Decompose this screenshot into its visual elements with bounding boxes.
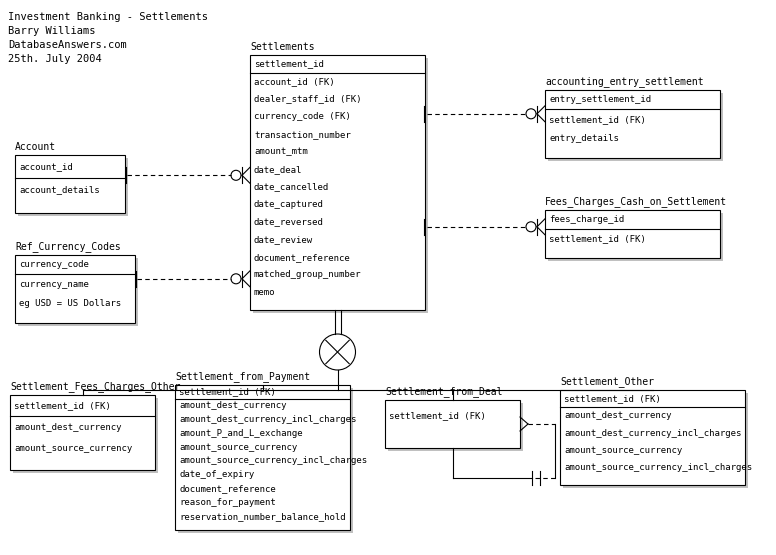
FancyBboxPatch shape bbox=[385, 400, 520, 448]
FancyBboxPatch shape bbox=[253, 58, 428, 313]
FancyBboxPatch shape bbox=[560, 390, 745, 485]
Text: settlement_id (FK): settlement_id (FK) bbox=[564, 394, 660, 403]
Text: Investment Banking - Settlements: Investment Banking - Settlements bbox=[8, 12, 208, 22]
Text: Settlement_Fees_Charges_Other: Settlement_Fees_Charges_Other bbox=[10, 381, 180, 392]
Text: date_of_expiry: date_of_expiry bbox=[179, 470, 255, 480]
Text: currency_code (FK): currency_code (FK) bbox=[254, 112, 351, 121]
Text: eg USD = US Dollars: eg USD = US Dollars bbox=[19, 299, 121, 308]
Text: entry_settlement_id: entry_settlement_id bbox=[549, 95, 651, 104]
Text: Ref_Currency_Codes: Ref_Currency_Codes bbox=[15, 241, 121, 252]
Text: date_deal: date_deal bbox=[254, 165, 303, 174]
Text: amount_source_currency: amount_source_currency bbox=[14, 444, 132, 453]
Text: reason_for_payment: reason_for_payment bbox=[179, 498, 275, 507]
FancyBboxPatch shape bbox=[175, 385, 350, 530]
FancyBboxPatch shape bbox=[548, 213, 723, 261]
Text: Fees_Charges_Cash_on_Settlement: Fees_Charges_Cash_on_Settlement bbox=[545, 196, 727, 207]
Text: fees_charge_id: fees_charge_id bbox=[549, 215, 624, 224]
Text: settlement_id (FK): settlement_id (FK) bbox=[549, 234, 646, 243]
FancyBboxPatch shape bbox=[388, 403, 523, 451]
FancyBboxPatch shape bbox=[250, 55, 425, 310]
Text: reservation_number_balance_hold: reservation_number_balance_hold bbox=[179, 512, 345, 521]
FancyBboxPatch shape bbox=[10, 395, 155, 470]
Text: accounting_entry_settlement: accounting_entry_settlement bbox=[545, 76, 704, 87]
Text: dealer_staff_id (FK): dealer_staff_id (FK) bbox=[254, 94, 362, 103]
Text: amount_dest_currency_incl_charges: amount_dest_currency_incl_charges bbox=[179, 415, 356, 424]
Text: amount_source_currency: amount_source_currency bbox=[179, 443, 297, 452]
FancyBboxPatch shape bbox=[18, 158, 128, 216]
Text: Settlement_from_Payment: Settlement_from_Payment bbox=[175, 371, 310, 382]
Text: settlement_id (FK): settlement_id (FK) bbox=[389, 411, 486, 421]
Text: date_review: date_review bbox=[254, 235, 314, 244]
FancyBboxPatch shape bbox=[13, 398, 158, 473]
FancyBboxPatch shape bbox=[15, 155, 125, 213]
Text: account_details: account_details bbox=[19, 185, 99, 194]
FancyBboxPatch shape bbox=[178, 388, 353, 533]
Text: date_cancelled: date_cancelled bbox=[254, 183, 329, 191]
Text: amount_mtm: amount_mtm bbox=[254, 147, 308, 156]
Text: 25th. July 2004: 25th. July 2004 bbox=[8, 54, 102, 64]
Text: memo: memo bbox=[254, 288, 275, 297]
Text: account_id (FK): account_id (FK) bbox=[254, 77, 334, 86]
Text: Settlements: Settlements bbox=[250, 42, 314, 52]
Text: currency_name: currency_name bbox=[19, 280, 89, 289]
Text: amount_P_and_L_exchange: amount_P_and_L_exchange bbox=[179, 429, 303, 438]
Text: Barry Williams: Barry Williams bbox=[8, 26, 95, 36]
Text: amount_dest_currency: amount_dest_currency bbox=[14, 423, 122, 432]
Text: settlement_id (FK): settlement_id (FK) bbox=[179, 387, 275, 396]
Text: settlement_id (FK): settlement_id (FK) bbox=[14, 401, 111, 410]
Text: settlement_id (FK): settlement_id (FK) bbox=[549, 115, 646, 124]
Text: Settlement_from_Deal: Settlement_from_Deal bbox=[385, 386, 503, 397]
Text: DatabaseAnswers.com: DatabaseAnswers.com bbox=[8, 40, 126, 50]
Text: amount_source_currency: amount_source_currency bbox=[564, 446, 682, 455]
Text: amount_dest_currency: amount_dest_currency bbox=[564, 411, 671, 420]
Text: amount_dest_currency_incl_charges: amount_dest_currency_incl_charges bbox=[564, 428, 741, 438]
Text: currency_code: currency_code bbox=[19, 260, 89, 269]
Text: date_reversed: date_reversed bbox=[254, 218, 324, 226]
Text: settlement_id: settlement_id bbox=[254, 59, 324, 68]
FancyBboxPatch shape bbox=[545, 90, 720, 158]
FancyBboxPatch shape bbox=[548, 93, 723, 161]
Text: amount_source_currency_incl_charges: amount_source_currency_incl_charges bbox=[179, 456, 367, 466]
Text: amount_source_currency_incl_charges: amount_source_currency_incl_charges bbox=[564, 463, 752, 472]
Text: amount_dest_currency: amount_dest_currency bbox=[179, 401, 286, 410]
Text: date_captured: date_captured bbox=[254, 200, 324, 209]
FancyBboxPatch shape bbox=[15, 255, 135, 323]
Text: account_id: account_id bbox=[19, 162, 73, 171]
FancyBboxPatch shape bbox=[563, 393, 748, 488]
Text: Account: Account bbox=[15, 142, 56, 152]
FancyBboxPatch shape bbox=[545, 210, 720, 258]
FancyBboxPatch shape bbox=[18, 258, 138, 326]
Text: entry_details: entry_details bbox=[549, 134, 619, 143]
Text: document_reference: document_reference bbox=[179, 484, 275, 493]
Text: document_reference: document_reference bbox=[254, 253, 351, 262]
Text: transaction_number: transaction_number bbox=[254, 130, 351, 139]
Text: Settlement_Other: Settlement_Other bbox=[560, 376, 654, 387]
Text: matched_group_number: matched_group_number bbox=[254, 270, 362, 279]
